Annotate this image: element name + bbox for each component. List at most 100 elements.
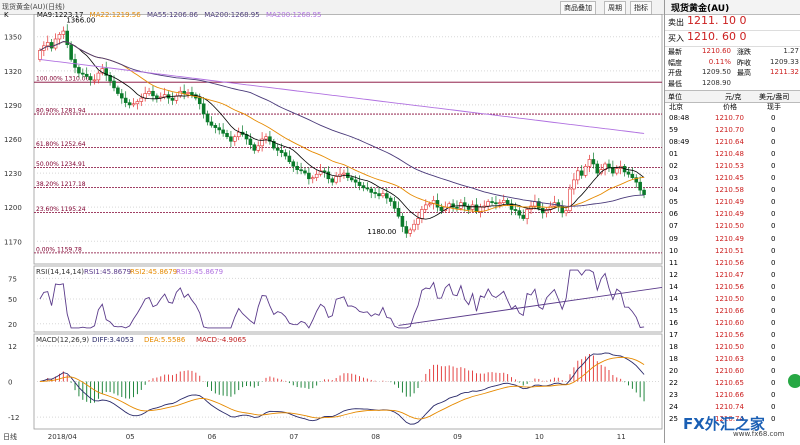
- tick-time: 01: [669, 150, 678, 159]
- candle-body: [248, 138, 253, 145]
- tick-row: 09 1210.49 0: [665, 234, 800, 244]
- candle-body: [365, 187, 370, 190]
- x-tick-label: 05: [126, 433, 135, 441]
- tick-price: 1210.49: [715, 234, 744, 243]
- candle-body: [120, 93, 124, 99]
- candle-body: [61, 30, 66, 35]
- tick-price: 1210.74: [715, 415, 744, 424]
- candle-body: [614, 168, 619, 174]
- tick-time: 16: [669, 318, 678, 327]
- tick-row: 04 1210.58 0: [665, 185, 800, 195]
- tick-row: 14 1210.56 0: [665, 282, 800, 292]
- chart-area[interactable]: 1170 1200 1230 1260 1290 1320 1350 20 50 75 -12 0 12…: [0, 13, 664, 443]
- tick-row: 05 1210.49 0: [665, 197, 800, 207]
- candle-body: [412, 223, 416, 231]
- tick-volume: 0: [771, 186, 776, 195]
- candle-body: [587, 159, 592, 167]
- tick-row: 02 1210.53 0: [665, 161, 800, 171]
- fib-label: 0.00% 1159.78: [36, 246, 82, 253]
- tick-volume: 0: [771, 355, 776, 363]
- candle-body: [400, 215, 405, 227]
- tick-volume: 0: [771, 318, 776, 327]
- buy-quote: 买入 1210. 60 0: [665, 30, 800, 47]
- tick-volume: 0: [771, 222, 776, 231]
- candle-body: [116, 87, 120, 94]
- macd-title: MACD(12,26,9): [36, 336, 89, 344]
- candle-body: [283, 152, 288, 157]
- stat-row: 最新 1210.60 涨跌 1.27: [665, 46, 800, 56]
- col-time: 北京: [669, 103, 683, 111]
- macd-legend: MACD:-4.9065: [196, 336, 246, 344]
- chart-svg[interactable]: 1170 1200 1230 1260 1290 1320 1350 20 50 75 -12 0 12…: [0, 13, 664, 443]
- candle-body: [147, 90, 151, 94]
- float-button[interactable]: [788, 374, 800, 388]
- candle-body: [638, 181, 642, 191]
- indicator-button[interactable]: 指标: [630, 1, 652, 15]
- candle-body: [505, 200, 510, 205]
- candle-body: [264, 136, 268, 140]
- tick-price: 1210.50: [715, 222, 744, 231]
- tick-row: 25 1210.74 0: [665, 414, 800, 424]
- candle-body: [494, 202, 498, 205]
- candle-body: [392, 201, 397, 209]
- tick-time: 03: [669, 174, 678, 183]
- stat-cell: 0.11%: [708, 57, 731, 66]
- candle-body: [69, 44, 73, 60]
- y-tick-label: 0: [8, 379, 12, 387]
- candle-body: [396, 208, 401, 217]
- tick-row: 20 1210.60 0: [665, 366, 800, 376]
- candle-body: [377, 193, 381, 197]
- period-button[interactable]: 周期: [604, 1, 626, 15]
- ma22-label: MA22:1219.56: [89, 11, 141, 19]
- tick-time: 59: [669, 126, 678, 135]
- tick-time: 25: [669, 415, 678, 424]
- tick-time: 15: [669, 306, 678, 315]
- stat-cell: 开盘: [668, 69, 682, 77]
- candle-body: [572, 179, 576, 190]
- tick-price: 1210.60: [715, 318, 744, 327]
- watermark-fx: FX: [683, 415, 705, 433]
- tick-price: 1210.74: [715, 403, 744, 412]
- tick-volume: 0: [771, 126, 776, 135]
- stat-cell: 1209.50: [702, 68, 731, 76]
- tick-price: 1210.66: [715, 306, 744, 315]
- candle-body: [209, 121, 214, 126]
- overlay-button[interactable]: 商品叠加: [560, 1, 596, 15]
- candle-body: [100, 68, 105, 74]
- candle-body: [330, 178, 335, 183]
- tick-volume: 0: [771, 342, 776, 351]
- x-tick-label: 2018/04: [48, 433, 78, 441]
- ma9-line: [39, 41, 645, 220]
- unit-option-ounce[interactable]: 美元/盎司: [759, 93, 790, 101]
- y-tick-label: 1290: [4, 102, 22, 110]
- tick-row: 22 1210.65 0: [665, 378, 800, 388]
- candle-body: [334, 176, 338, 183]
- unit-row: 单位 元/克 美元/盎司: [665, 90, 800, 103]
- ma-legend: K MA9:1223.17 MA22:1219.56 MA55:1206.86 …: [4, 11, 321, 19]
- candle-body: [197, 97, 202, 105]
- unit-option-gram[interactable]: 元/克: [725, 93, 742, 101]
- tick-time: 18: [669, 355, 678, 363]
- tick-volume: 0: [771, 391, 776, 400]
- tick-time: 23: [669, 391, 678, 400]
- tick-price: 1210.66: [715, 391, 744, 400]
- candle-body: [57, 34, 62, 40]
- macd-diff-line: [39, 352, 645, 425]
- buy-label: 买入: [668, 34, 684, 43]
- candle-body: [135, 101, 140, 105]
- tick-volume: 0: [771, 330, 776, 339]
- candle-body: [521, 214, 526, 219]
- tick-row: 17 1210.56 0: [665, 330, 800, 340]
- candle-body: [252, 144, 257, 151]
- tick-price: 1210.51: [715, 246, 744, 255]
- ma55-label: MA55:1206.86: [146, 11, 198, 19]
- candle-body: [544, 209, 549, 214]
- candle-body: [49, 42, 54, 49]
- tick-price: 1210.49: [715, 210, 744, 219]
- fib-label: 61.80% 1252.64: [36, 141, 86, 148]
- tick-volume: 0: [771, 367, 776, 376]
- y-tick-label: 1200: [4, 204, 22, 212]
- tick-time: 02: [669, 162, 678, 171]
- tick-volume: 0: [771, 294, 776, 303]
- candle-body: [322, 170, 327, 173]
